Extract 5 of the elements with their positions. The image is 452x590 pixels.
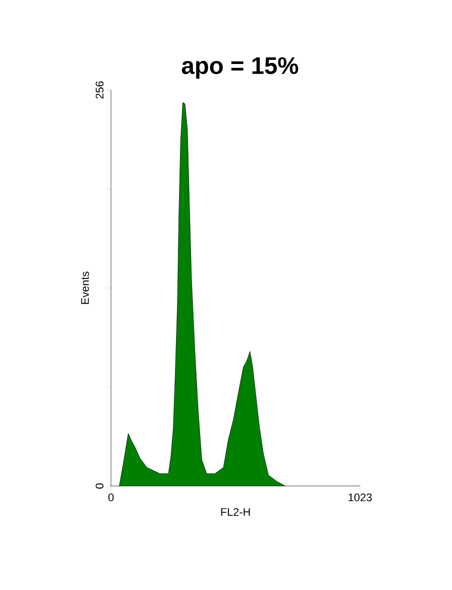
y-axis-title: Events — [81, 272, 89, 304]
x-tick-label: 1023 — [348, 494, 372, 502]
x-axis-title: FL2-H — [221, 508, 250, 516]
y-tick-label: 256 — [96, 81, 104, 99]
chart-title: apo = 15% — [182, 57, 298, 79]
